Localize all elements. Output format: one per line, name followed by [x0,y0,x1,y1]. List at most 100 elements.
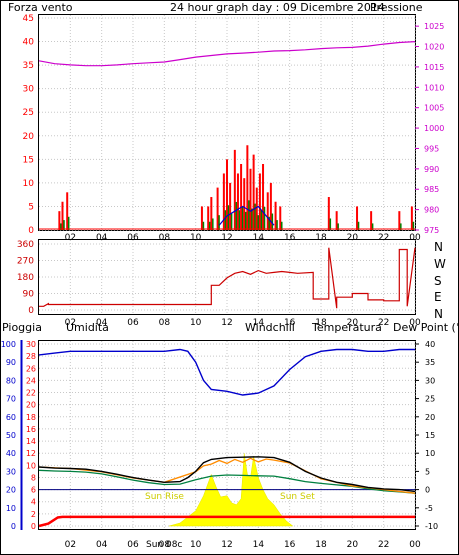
humidity-tick-label: 20 [6,486,16,495]
temp-tick-label: 5 [425,467,430,476]
temp-tick-label: -10 [425,522,438,531]
x-tick-label: 18 [315,540,327,550]
rain-tick-label: 6 [31,486,36,495]
panel2-lines [39,247,416,309]
x-tick-label: 08 [159,540,171,550]
humidity-axis: 0 10 20 30 40 50 60 70 80 90 100 [1,340,16,531]
humidity-tick-label: 70 [6,395,16,404]
x-tick-label: 16 [284,540,296,550]
dir-tick-label: 180 [17,273,34,283]
left-tick-label: 10 [23,179,35,189]
rain-tick-label: 2 [31,510,36,519]
right-tick-label: 980 [424,206,439,215]
right-tick-label: 995 [424,144,439,153]
rain-tick-label: 16 [26,425,36,434]
direction-letters: N W S E N [434,240,446,321]
rain-axis-label: Pioggia [2,321,42,334]
panel2-left-axis: 0 90 180 270 360 [17,240,34,316]
dir-letter-e: E [434,290,442,304]
dir-letter-n-top: N [434,240,443,254]
left-tick-label: 0 [28,226,34,236]
windchill-legend: Windchill [245,321,295,334]
right-tick-label: 990 [424,165,439,174]
right-tick-label: 1020 [424,43,444,52]
left-tick-label: 5 [28,202,34,212]
temp-tick-label: 15 [425,431,435,440]
humidity-tick-label: 50 [6,431,16,440]
rain-tick-label: 14 [26,437,36,446]
right-tick-label: 1005 [424,104,444,113]
temp-tick-label: 20 [425,413,435,422]
temperature-legend: Temperatura [311,321,382,334]
sun-rise-label: Sun Rise [145,492,184,502]
dir-tick-label: 90 [23,290,35,300]
panel1-x-axis: 02 04 06 08 10 12 14 16 18 20 22 00 [65,233,421,243]
dir-letter-s: S [434,274,442,288]
x-tick-label: 06 [127,233,139,243]
pressure-axis-label: Pressione [370,1,423,14]
left-tick-label: 15 [23,155,34,165]
left-tick-label: 30 [23,85,35,95]
direction-line [39,247,416,309]
dir-letter-w: W [434,257,446,271]
right-tick-label: 1025 [424,22,444,31]
x-tick-label: 14 [253,233,265,243]
left-tick-label: 45 [23,14,34,24]
x-tick-label: 02 [65,540,76,550]
x-tick-label: 00 [409,540,421,550]
x-tick-label: 18 [315,318,327,328]
x-tick-label: 04 [96,233,108,243]
x-tick-label: 22 [378,540,389,550]
humidity-tick-label: 90 [6,358,16,367]
x-tick-label: 22 [378,233,389,243]
rain-tick-label: 24 [26,376,36,385]
humidity-line [38,348,415,396]
humidity-tick-label: 60 [6,413,16,422]
x-tick-label: 06 [127,318,139,328]
sun-set-label: Sun Set [280,492,315,502]
rain-tick-label: 8 [31,473,36,482]
humidity-tick-label: 80 [6,376,16,385]
x-tick-label: 16 [284,233,296,243]
panel2-x-axis: 02 04 06 08 10 12 14 16 18 20 22 00 [65,318,421,328]
pressure-line [38,41,416,67]
x-tick-label: 00 [409,233,421,243]
x-tick-label: 10 [190,318,202,328]
avg-wind-line [218,205,275,226]
temp-tick-label: 30 [425,376,435,385]
rain-tick-label: 12 [26,449,36,458]
temp-tick-label: 35 [425,358,435,367]
solar-area [168,453,294,527]
temp-tick-label: 0 [425,486,430,495]
x-tick-label: 20 [347,318,359,328]
left-tick-label: 25 [23,108,34,118]
right-tick-label: 975 [424,226,439,235]
temp-tick-label: 40 [425,340,435,349]
rain-tick-label: 22 [26,389,36,398]
panel1-left-axis: 0 5 10 15 20 25 30 35 40 45 [23,14,35,236]
x-tick-label: 10 [190,540,202,550]
panel1-right-axis: 975 980 985 990 995 1000 1005 1010 1015 1020 1025 [415,22,444,235]
right-tick-label: 985 [424,185,439,194]
chart-title: 24 hour graph day : 09 Dicembre 2014 [170,1,385,14]
rain-tick-label: 28 [26,352,36,361]
humidity-tick-label: 30 [6,467,16,476]
dewpoint-legend: Dew Point (°C [393,321,459,334]
wind-direction-panel: 0 90 180 270 360 02 04 06 08 10 12 14 16 18 20 22 00 [17,239,421,328]
panel2-grid [39,240,416,314]
rain-tick-label: 10 [26,461,36,470]
left-tick-label: 20 [23,132,35,142]
temp-tick-label: 10 [425,449,435,458]
humidity-tick-label: 40 [6,449,16,458]
solar-radiation-area [168,453,294,527]
rain-tick-label: 0 [31,522,36,531]
dir-tick-label: 270 [17,257,34,267]
x-tick-label: 18 [315,233,327,243]
x-tick-label: 20 [347,540,359,550]
x-tick-label: 14 [253,318,265,328]
dir-tick-label: 0 [28,306,34,316]
humidity-tick-label: 100 [1,340,16,349]
x-tick-label: 00 [409,318,421,328]
right-tick-label: 1015 [424,63,444,72]
